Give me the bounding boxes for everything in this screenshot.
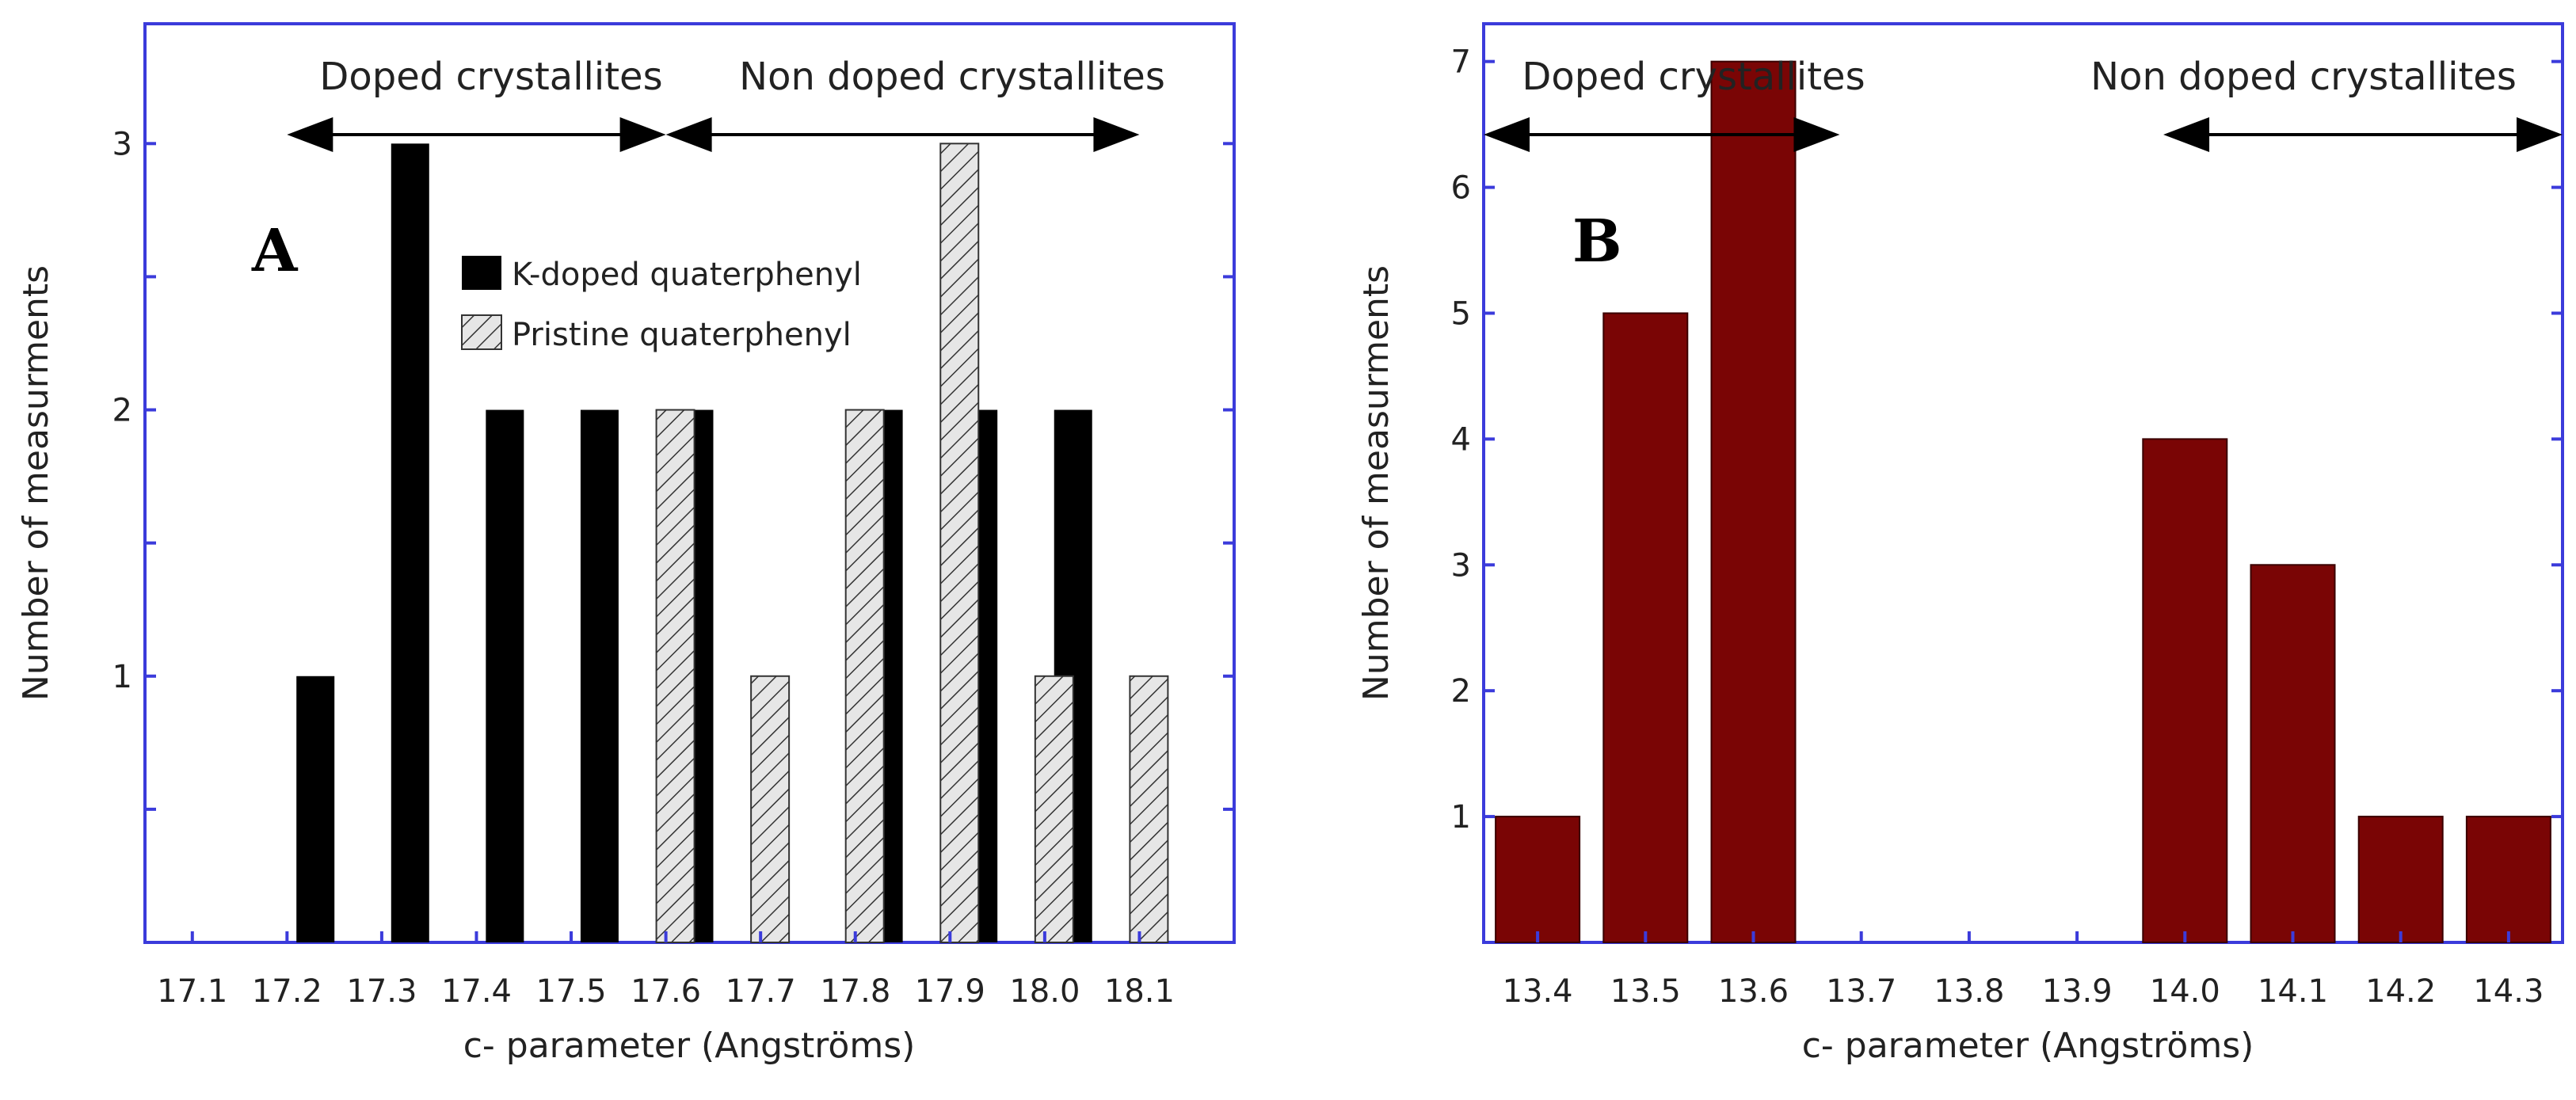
panel-a-bar-pristine-4 xyxy=(1034,675,1074,943)
panel-b-x-tick-label: 13.5 xyxy=(1610,973,1681,1010)
panel-a-y-axis-title: Number of measurments xyxy=(16,265,56,701)
panel-b-y-tick-label: 5 xyxy=(1451,295,1471,332)
panel-a-bar-pristine-0 xyxy=(655,409,695,943)
panel-a-bar-k-doped-1 xyxy=(391,143,429,943)
panel-b-region-arrowhead-left-1 xyxy=(2163,117,2210,152)
panel-a-y-tick-label: 1 xyxy=(112,659,132,695)
panel-a-x-tick-label: 17.3 xyxy=(346,973,417,1010)
panel-a-x-tick-label: 17.9 xyxy=(915,973,985,1010)
panel-a-region-label-doped: Doped crystallites xyxy=(319,55,662,99)
panel-a-bar-pristine-1 xyxy=(750,675,791,943)
panel-b-x-tick-label: 14.1 xyxy=(2258,973,2328,1010)
panel-a-region-arrowhead-left-1 xyxy=(665,117,712,152)
panel-a-bar-pristine-2 xyxy=(844,409,885,943)
legend-label-k-doped: K-doped quaterphenyl xyxy=(512,257,862,293)
panel-a-x-tick-label: 17.4 xyxy=(441,973,512,1010)
legend-label-pristine: Pristine quaterphenyl xyxy=(512,317,852,353)
panel-a-bar-k-doped-3 xyxy=(580,409,619,942)
panel-a-x-tick-label: 17.7 xyxy=(726,973,796,1010)
panel-b-x-tick-label: 13.6 xyxy=(1718,973,1789,1010)
panel-b-region-arrowhead-left-0 xyxy=(1484,117,1530,152)
panel-a-legend: K-doped quaterphenyl Pristine quaterphen… xyxy=(461,256,862,353)
panel-b-letter: B xyxy=(1572,207,1622,276)
panel-b-x-tick-label: 14.0 xyxy=(2150,973,2220,1010)
panel-a-y-ticks: 1 2 3 xyxy=(112,126,1234,811)
panel-a-y-tick-label: 2 xyxy=(112,393,132,429)
panel-a-x-tick-label: 17.8 xyxy=(820,973,890,1010)
panel-a-x-ticks: 17.1 17.2 17.3 17.4 17.5 17.6 17.7 17.8 17.9 18.0… xyxy=(157,931,1175,1010)
panel-b-x-tick-label: 14.2 xyxy=(2365,973,2436,1010)
panel-b-x-axis-title: c- parameter (Angströms) xyxy=(1802,1026,2254,1066)
panel-b-bar-count-6 xyxy=(2465,816,2551,944)
panel-a-y-tick-label: 3 xyxy=(112,126,132,162)
panel-a-bar-k-doped-0 xyxy=(296,676,335,942)
panel-a-region-label-nondoped: Non doped crystallites xyxy=(739,55,1165,99)
panel-b-x-tick-label: 13.9 xyxy=(2042,973,2113,1010)
panel-a-letter: A xyxy=(251,217,299,285)
panel-b-bar-count-2 xyxy=(1710,60,1797,943)
panel-b-y-tick-label: 2 xyxy=(1451,673,1471,710)
panel-b-x-tick-label: 13.4 xyxy=(1503,973,1573,1010)
panel-b-region-arrowhead-right-0 xyxy=(1793,117,1840,152)
panel-a-x-axis-title: c- parameter (Angströms) xyxy=(463,1026,916,1066)
panel-b-x-tick-label: 14.3 xyxy=(2473,973,2544,1010)
panel-a-bars xyxy=(296,143,1169,944)
panel-b-y-axis-title: Number of measurments xyxy=(1356,265,1397,701)
panel-b-bar-count-1 xyxy=(1602,312,1689,944)
panel-b-arrows xyxy=(1484,117,2563,152)
panel-b-region-label-doped: Doped crystallites xyxy=(1522,55,1865,99)
panel-a-x-tick-label: 17.5 xyxy=(536,973,607,1010)
panel-a-bar-k-doped-2 xyxy=(486,409,524,942)
panel-a-arrows xyxy=(287,117,1140,152)
panel-b-y-tick-label: 6 xyxy=(1451,170,1471,207)
panel-b-bar-count-3 xyxy=(2142,438,2228,943)
panel-b-plot-frame xyxy=(1482,22,2564,944)
panel-a-x-tick-label: 17.1 xyxy=(157,973,227,1010)
panel-b-y-tick-label: 3 xyxy=(1451,547,1471,584)
panel-a-region-arrowhead-right-0 xyxy=(619,117,666,152)
panel-a-x-tick-label: 17.6 xyxy=(631,973,701,1010)
panel-a-region-arrowhead-left-0 xyxy=(287,117,333,152)
panel-b-y-ticks: 1 2 3 4 5 6 7 xyxy=(1451,44,2563,835)
panel-b-region-label-nondoped: Non doped crystallites xyxy=(2090,55,2517,99)
panel-a-region-arrowhead-right-1 xyxy=(1093,117,1140,152)
panel-b-region-arrowhead-right-1 xyxy=(2517,117,2563,152)
panel-b-x-ticks: 13.4 13.5 13.6 13.7 13.8 13.9 14.0 14.1 14.2 14.3 xyxy=(1503,931,2544,1010)
panel-a-x-tick-label: 18.1 xyxy=(1104,973,1175,1010)
panel-b-bars xyxy=(1495,60,2551,944)
panel-a-bar-pristine-5 xyxy=(1129,675,1169,943)
panel-b-x-tick-label: 13.7 xyxy=(1826,973,1896,1010)
panel-b-bar-count-5 xyxy=(2357,816,2444,944)
panel-b-x-tick-label: 13.8 xyxy=(1934,973,2004,1010)
panel-b-bar-count-4 xyxy=(2250,564,2336,943)
legend-swatch-k-doped xyxy=(462,256,501,290)
panel-b-y-tick-label: 7 xyxy=(1451,44,1471,81)
panel-b-chart: 1 2 3 4 5 6 7 13.4 13.5 13.6 13.7 13.8 13.9 14.0 14.1… xyxy=(1356,22,2564,1066)
panel-a-x-tick-label: 17.2 xyxy=(252,973,322,1010)
panel-a-x-tick-label: 18.0 xyxy=(1009,973,1080,1010)
panel-b-bar-count-0 xyxy=(1495,816,1581,944)
legend-swatch-pristine xyxy=(461,314,502,350)
panel-a-chart: 1 2 3 17.1 17.2 17.3 17.4 17.5 17.6 17.7 17.8 17.9… xyxy=(16,22,1236,1066)
panel-a-bar-pristine-3 xyxy=(939,143,980,944)
panel-b-y-tick-label: 1 xyxy=(1451,799,1471,835)
panel-b-y-tick-label: 4 xyxy=(1451,421,1471,458)
